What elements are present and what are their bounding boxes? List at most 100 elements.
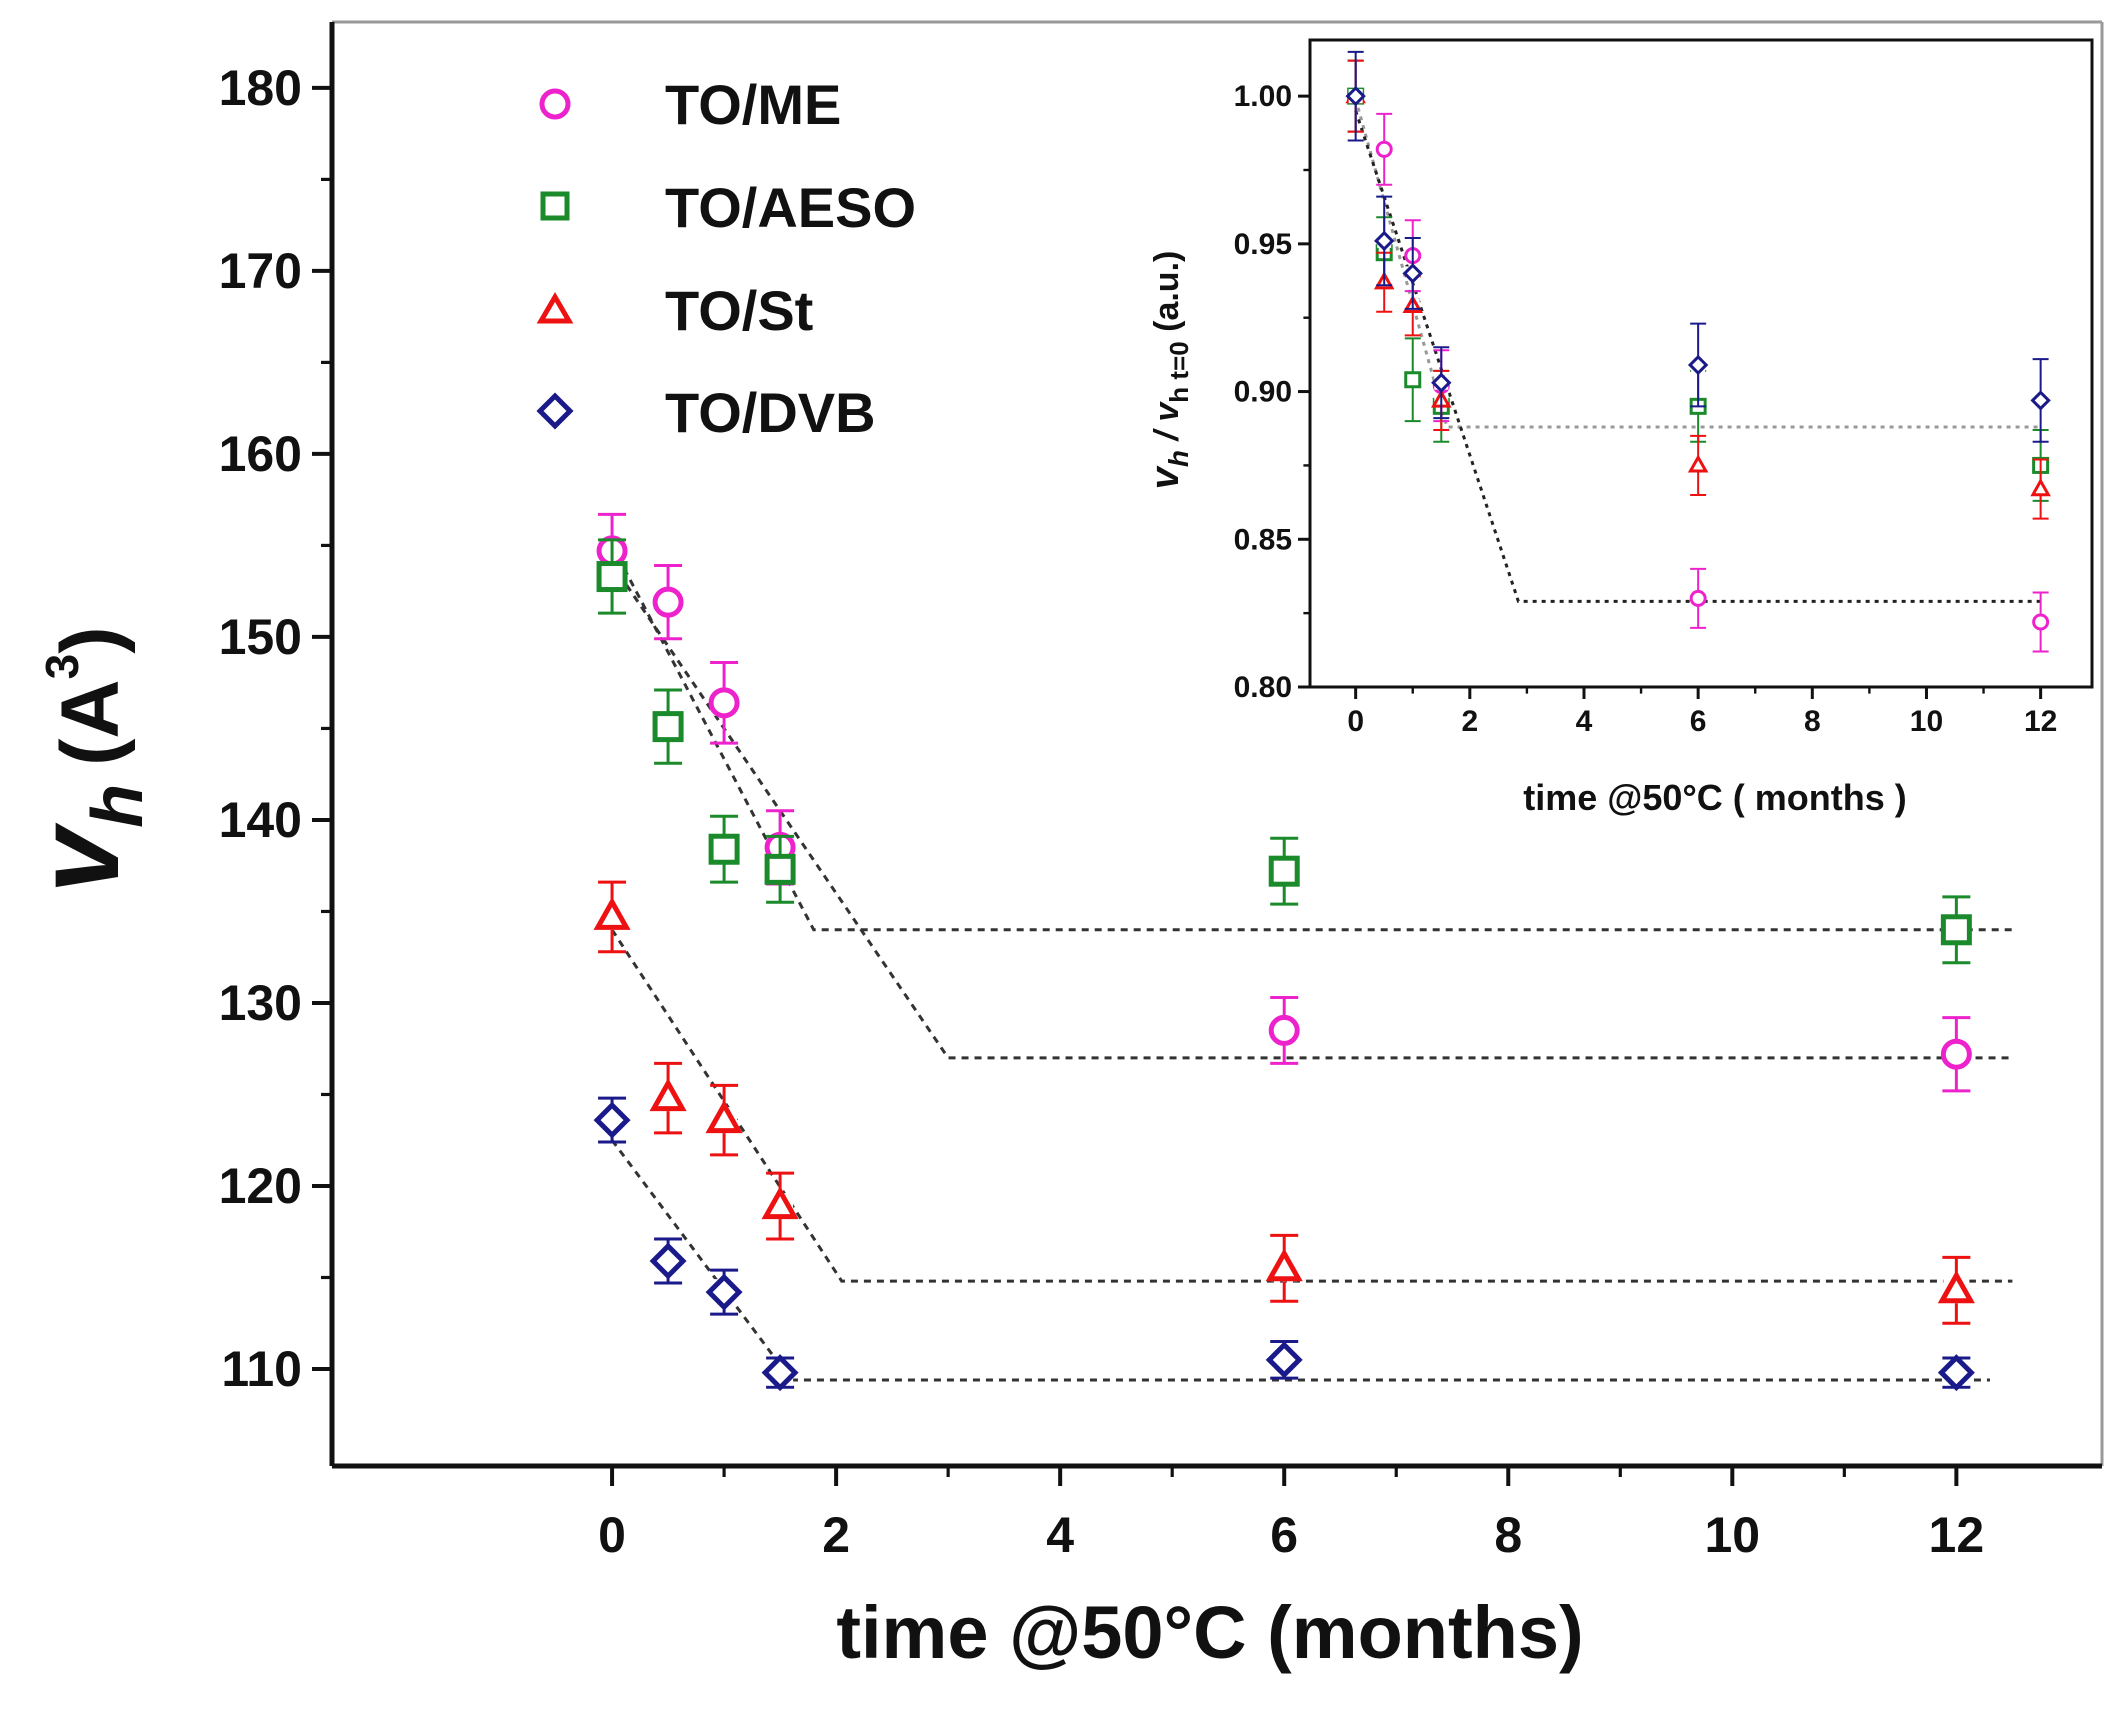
main-fit-line (610, 544, 2013, 932)
main-data-point (1937, 1354, 1975, 1392)
inset-marker-bg (1377, 142, 1392, 157)
main-marker-bg (711, 836, 738, 863)
legend-marker-triangle-icon (536, 292, 574, 324)
inset-y-ticks: 0.80 0.85 0.90 0.95 1.00 (1234, 80, 1310, 704)
inset-y-label-unit: (a.u.) (1148, 251, 1186, 342)
inset-x-tick-label: 4 (1576, 705, 1593, 738)
main-x-tick-label: 12 (1929, 1507, 1985, 1563)
main-data-point (1268, 855, 1300, 887)
inset-y-tick-label: 0.80 (1234, 671, 1292, 704)
main-x-tick-label: 2 (822, 1507, 850, 1563)
inset-x-tick-label: 2 (1461, 705, 1478, 738)
main-x-tick-label: 4 (1046, 1507, 1074, 1563)
main-x-tick-label: 8 (1494, 1507, 1522, 1563)
inset-data-point (1404, 371, 1422, 389)
inset-y-tick-label: 0.95 (1234, 228, 1292, 261)
inset-data-point (1687, 454, 1709, 473)
main-series-to-aeso (596, 538, 1972, 965)
main-y-ticks: 110 120 130 140 150 160 170 180 (219, 60, 332, 1397)
main-y-tick-label: 120 (219, 1158, 302, 1214)
inset-series-to-dvb (1345, 50, 2051, 443)
main-data-point (596, 561, 628, 593)
main-x-tick-label: 10 (1705, 1507, 1761, 1563)
legend-item-to-me: TO/ME (539, 73, 841, 136)
main-data-point (1265, 1341, 1303, 1379)
main-data-point (761, 1186, 799, 1220)
main-y-label-symbol: v (12, 823, 144, 894)
inset-data-point (1374, 230, 1395, 252)
main-y-label-unit-sup: 3 (36, 654, 88, 680)
main-marker-bg (599, 563, 626, 590)
inset-x-tick-label: 12 (2024, 705, 2057, 738)
inset-marker-bg (1691, 591, 1706, 606)
legend-item-to-st: TO/St (536, 279, 813, 342)
inset-y-axis-label: vh / vh t=0 (a.u.) (1143, 251, 1194, 490)
main-y-label-unit-close: ) (45, 626, 136, 653)
main-data-point (649, 1242, 687, 1280)
inset-data-point (2032, 613, 2050, 631)
inset-x-tick-label: 6 (1690, 705, 1707, 738)
inset-data-point (2030, 477, 2051, 497)
inset-data-points (1345, 50, 2051, 653)
main-data-point (1265, 1248, 1303, 1282)
main-data-point (708, 833, 740, 865)
inset-x-ticks: 0 2 4 6 8 10 12 (1347, 687, 2057, 738)
inset-x-axis-label: time @50°C ( months ) (1523, 777, 1907, 818)
main-data-point (593, 896, 631, 930)
inset-data-point (1375, 140, 1393, 158)
main-marker-bg (655, 713, 682, 740)
inset-data-point (1687, 354, 1709, 376)
inset-y-label-mid: / v (1148, 401, 1186, 450)
main-data-point (649, 1078, 687, 1112)
inset-y-tick-label: 0.85 (1234, 523, 1292, 556)
inset-x-tick-label: 0 (1347, 705, 1364, 738)
main-x-axis-label: time @50°C (months) (836, 1591, 1583, 1674)
inset-marker-bg (1405, 372, 1420, 387)
main-x-ticks: 0 2 4 6 8 10 12 (598, 1466, 1984, 1563)
main-data-point (761, 1354, 799, 1392)
inset-marker-bg (2033, 615, 2048, 630)
inset-data-point (2030, 390, 2051, 411)
main-y-tick-label: 130 (219, 975, 302, 1031)
main-marker-bg (1943, 916, 1970, 943)
inset-y-label-subscript: h (1163, 450, 1194, 467)
inset-y-label-subscript2: h t=0 (1164, 341, 1194, 402)
inset-x-tick-label: 8 (1804, 705, 1821, 738)
inset-plot: 0 2 4 6 8 10 12 0.80 0.85 0.90 0.95 1.00 time @50°… (1143, 38, 2094, 818)
inset-y-tick-label: 1.00 (1234, 80, 1292, 113)
inset-y-label-symbol: v (1143, 464, 1187, 489)
inset-x-tick-label: 10 (1910, 705, 1943, 738)
main-data-point (652, 586, 684, 618)
inset-data-point (1689, 589, 1707, 607)
main-data-point (1268, 1014, 1300, 1046)
main-y-tick-label: 140 (219, 792, 302, 848)
main-data-point (1940, 914, 1972, 946)
legend-marker-square-icon (540, 191, 570, 221)
inset-frame (1308, 38, 2094, 689)
main-y-tick-label: 110 (221, 1341, 302, 1397)
main-data-point (764, 853, 796, 885)
main-y-tick-label: 160 (219, 426, 302, 482)
main-data-points (593, 512, 1975, 1392)
main-fit-line (610, 928, 2013, 1283)
main-data-point (705, 1100, 743, 1134)
main-marker-bg (767, 856, 794, 883)
main-y-label-unit: (A (45, 679, 136, 766)
inset-y-tick-label: 0.90 (1234, 376, 1292, 409)
main-y-axis-label: vh (A3) (12, 626, 158, 893)
main-y-tick-label: 180 (219, 60, 302, 116)
inset-data-point (1373, 271, 1395, 290)
main-y-tick-label: 150 (219, 609, 302, 665)
legend-marker-diamond-icon (536, 392, 574, 430)
legend-marker-circle-icon (539, 88, 571, 120)
inset-data-point (1402, 294, 1424, 314)
inset-data-point (1345, 85, 1366, 107)
main-data-point (705, 1273, 743, 1311)
inset-data-point (1402, 263, 1423, 284)
svg-text:vh / vh t=0 (a.u.): vh / vh t=0 (a.u.) (1143, 251, 1194, 490)
main-data-point (1937, 1270, 1975, 1304)
main-fit-line (610, 1139, 1990, 1382)
main-y-label-subscript: h (78, 784, 158, 828)
legend-label: TO/St (665, 279, 813, 342)
